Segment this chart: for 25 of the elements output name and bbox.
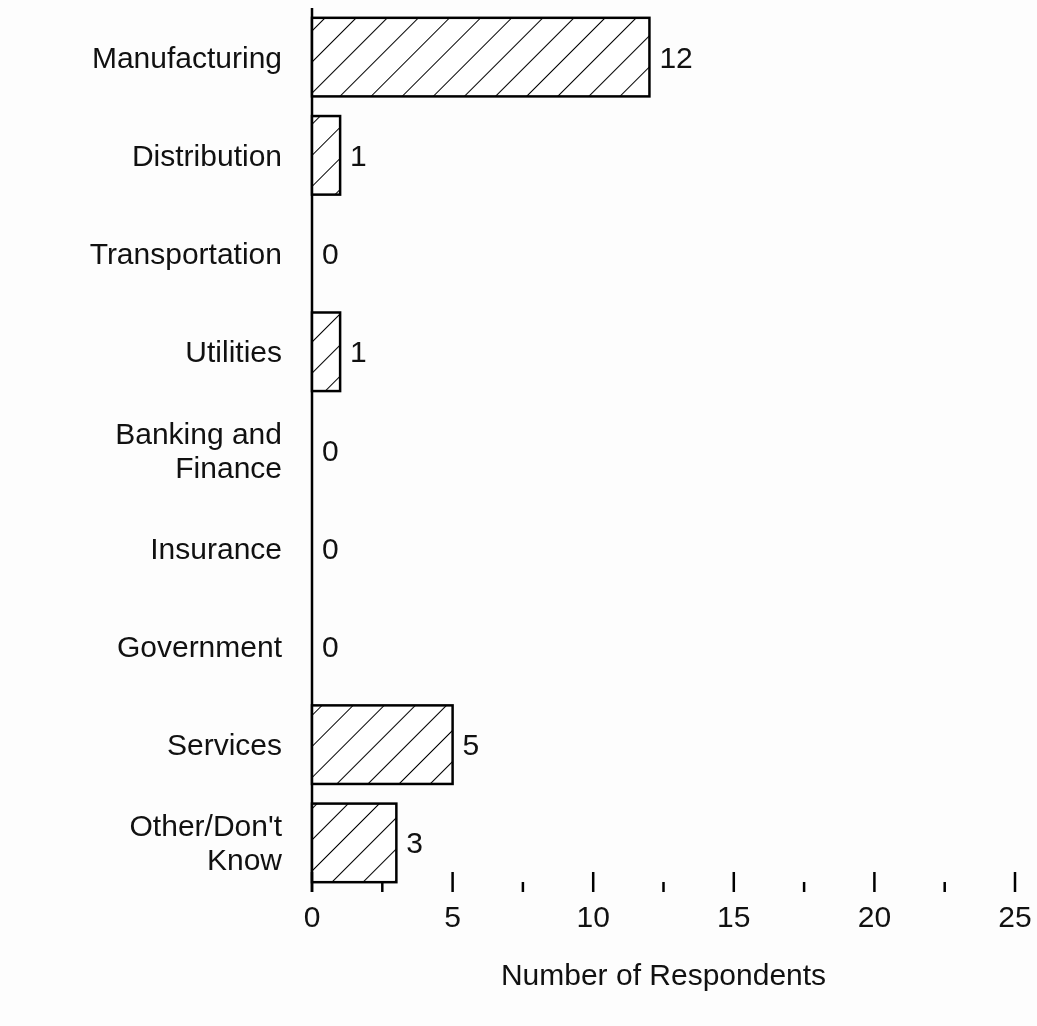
data-label: 3: [406, 826, 424, 860]
x-tick-label: 10: [576, 900, 610, 933]
x-tick-label: 25: [998, 900, 1032, 933]
y-tick-label: Government: [116, 629, 283, 663]
y-tick-label: Insurance: [150, 531, 282, 565]
x-axis-title: Number of Respondents: [500, 958, 827, 991]
data-label: 0: [322, 531, 339, 565]
y-tick-label: Utilities: [185, 335, 282, 369]
y-tick-label: Transportation: [89, 237, 282, 271]
x-tick-label: 0: [303, 900, 321, 933]
data-label: 12: [659, 40, 693, 74]
x-tick-label: 20: [857, 900, 892, 933]
y-tick-label: Other/Don't Know: [129, 809, 283, 877]
data-label: 5: [462, 728, 480, 762]
data-label: 1: [350, 335, 367, 369]
y-tick-label: Distribution: [131, 138, 282, 172]
data-label: 0: [322, 237, 339, 271]
y-tick-label: Services: [166, 728, 282, 762]
data-label: 0: [322, 629, 339, 663]
data-label: 1: [350, 138, 367, 172]
y-tick-label: Banking and Finance: [115, 416, 282, 484]
x-tick-label: 5: [444, 900, 461, 933]
y-tick-label: Manufacturing: [91, 40, 282, 74]
x-tick-label: 15: [717, 900, 751, 933]
data-label: 0: [322, 433, 339, 467]
